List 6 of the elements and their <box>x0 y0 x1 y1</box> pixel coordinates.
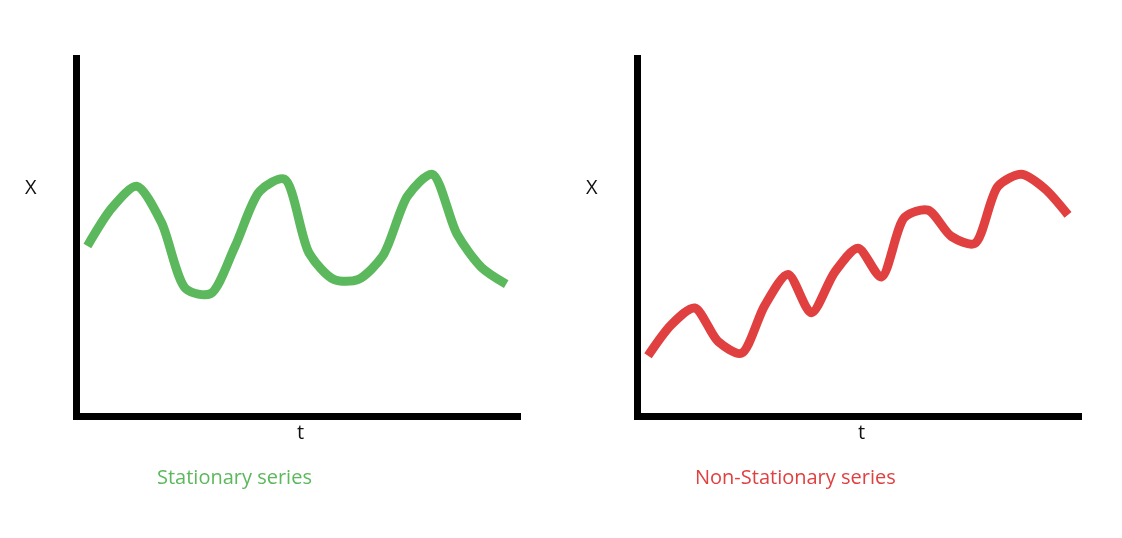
y-axis-title: X <box>586 173 598 200</box>
x-axis-title: t <box>296 417 305 445</box>
x-axis-title: t <box>857 417 866 445</box>
y-axis-title: X <box>25 173 37 200</box>
text: Non-Stationary series <box>695 463 896 490</box>
text: Stationary series <box>157 463 312 490</box>
